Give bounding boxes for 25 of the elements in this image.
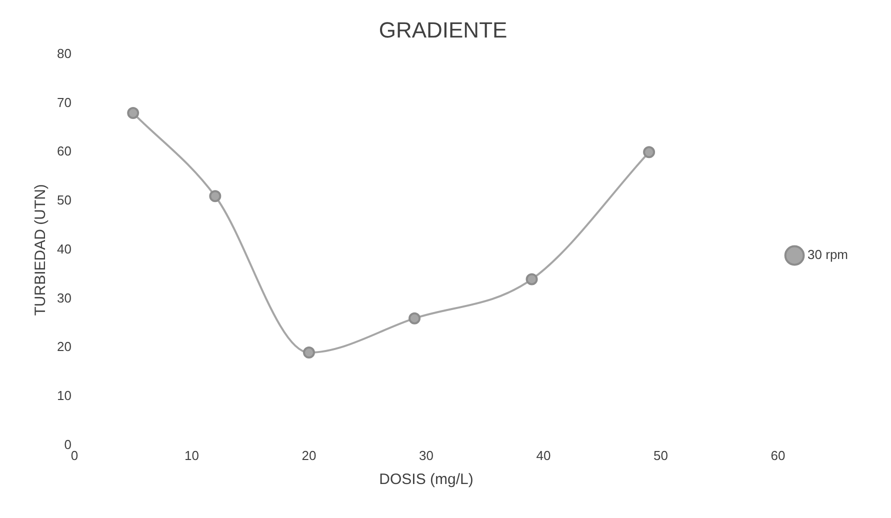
y-tick-label: 20 bbox=[56, 339, 72, 354]
point bbox=[526, 273, 538, 286]
point bbox=[408, 312, 421, 324]
x-tick-label: 20 bbox=[302, 448, 316, 463]
y-tick-label: 0 bbox=[64, 436, 72, 452]
point bbox=[302, 346, 315, 359]
y-tick-label: 80 bbox=[56, 46, 72, 61]
x-axis-title: DOSIS (mg/L) bbox=[379, 471, 474, 488]
y-axis-title: TURBIEDAD (UTN) bbox=[32, 184, 50, 316]
x-tick-label: 60 bbox=[770, 448, 786, 463]
y-tick-label: 40 bbox=[56, 241, 72, 256]
x-tick-label: 40 bbox=[536, 448, 551, 463]
chart-title: GRADIENTE bbox=[378, 17, 508, 42]
point bbox=[643, 146, 656, 158]
point bbox=[127, 107, 140, 120]
x-tick-label: 10 bbox=[184, 448, 199, 463]
legend-label: 30 rpm bbox=[808, 247, 848, 262]
x-tick-label: 30 bbox=[419, 448, 434, 463]
x-tick-label: 50 bbox=[654, 448, 668, 463]
y-tick-label: 50 bbox=[56, 192, 72, 208]
point bbox=[209, 190, 222, 202]
y-tick-label: 10 bbox=[56, 388, 72, 404]
y-tick-label: 30 bbox=[56, 290, 72, 306]
y-tick-label: 70 bbox=[56, 94, 72, 110]
y-tick-label: 60 bbox=[56, 144, 72, 159]
